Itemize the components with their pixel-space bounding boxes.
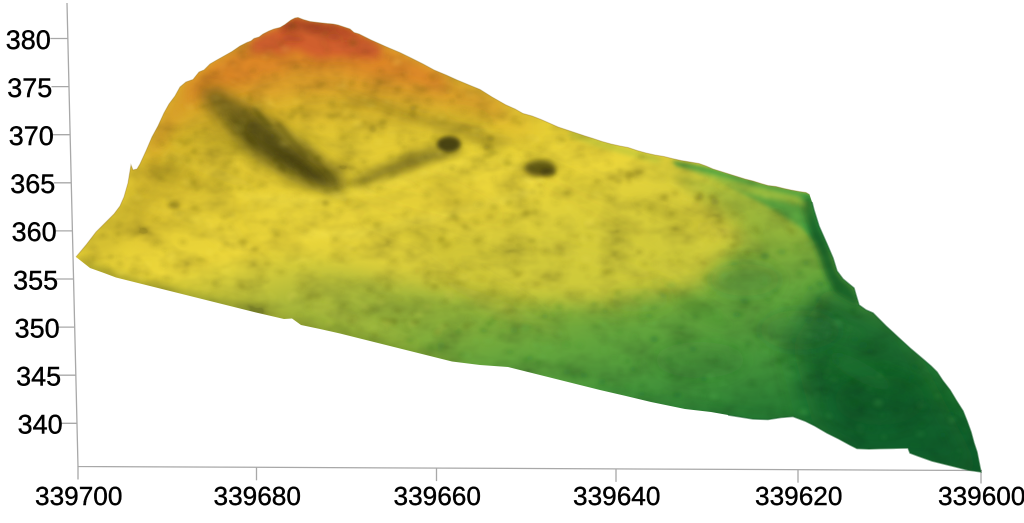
svg-text:339640: 339640	[573, 481, 660, 511]
svg-text:370: 370	[9, 121, 54, 151]
svg-text:339660: 339660	[394, 481, 481, 511]
svg-text:340: 340	[18, 410, 63, 440]
svg-text:339620: 339620	[755, 481, 842, 511]
svg-text:350: 350	[15, 313, 60, 343]
svg-text:339700: 339700	[35, 481, 122, 511]
svg-text:339600: 339600	[938, 481, 1024, 511]
svg-text:345: 345	[16, 362, 61, 392]
svg-text:375: 375	[7, 73, 52, 103]
svg-text:365: 365	[10, 169, 55, 199]
svg-text:339680: 339680	[214, 481, 301, 511]
svg-text:360: 360	[12, 217, 57, 247]
svg-text:380: 380	[6, 25, 51, 55]
svg-text:355: 355	[13, 265, 58, 295]
